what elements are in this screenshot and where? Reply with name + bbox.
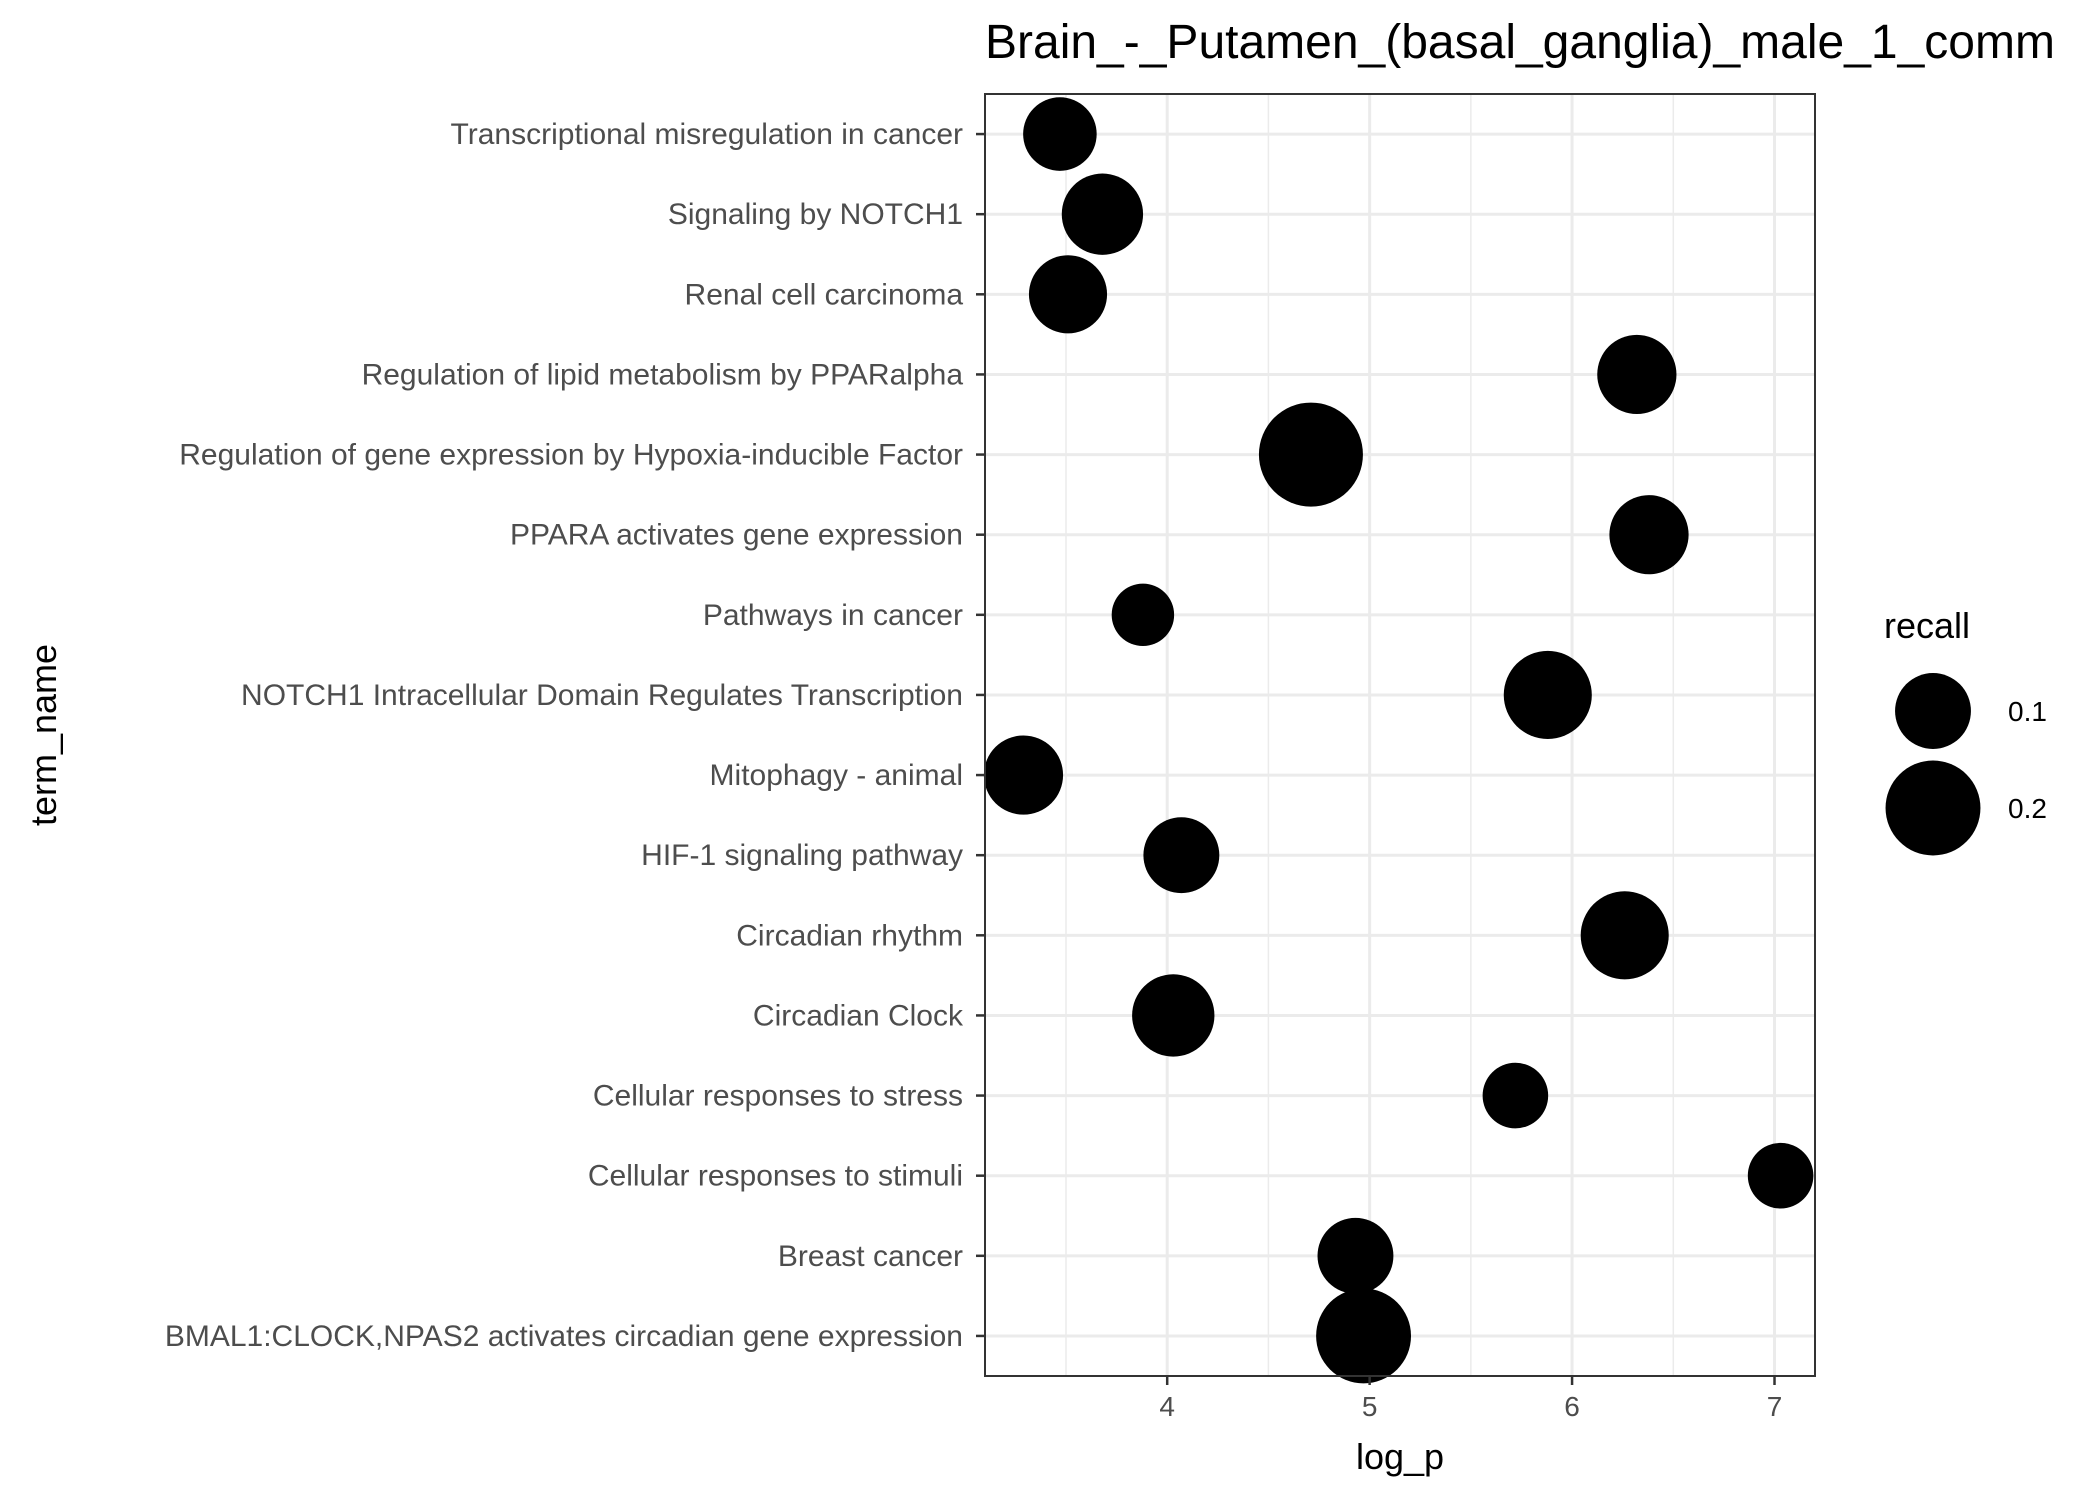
x-axis-title: log_p — [1356, 1436, 1444, 1477]
data-point — [1747, 1142, 1814, 1209]
panel-border — [984, 93, 1816, 1377]
y-tick-label: Regulation of gene expression by Hypoxia… — [179, 439, 963, 472]
data-point — [1317, 1217, 1394, 1294]
y-tick-label: Breast cancer — [778, 1240, 963, 1273]
y-tick-label: Circadian Clock — [753, 999, 964, 1032]
data-point — [1597, 334, 1677, 415]
y-axis-title: term_name — [23, 644, 64, 826]
y-tick-label: Signaling by NOTCH1 — [668, 198, 963, 231]
y-tick-label: Renal cell carcinoma — [685, 278, 964, 311]
y-tick-label: Mitophagy - animal — [710, 759, 963, 792]
y-tick-label: BMAL1:CLOCK,NPAS2 activates circadian ge… — [165, 1320, 963, 1353]
legend-title: recall — [1884, 605, 1970, 646]
x-tick-label: 4 — [1159, 1391, 1175, 1422]
data-point — [1111, 583, 1175, 647]
legend: recall 0.1 0.2 — [1884, 605, 2047, 856]
y-tick-label: HIF-1 signaling pathway — [641, 839, 963, 872]
y-tick-label: NOTCH1 Intracellular Domain Regulates Tr… — [241, 679, 963, 712]
legend-key — [1895, 673, 1971, 749]
data-point — [1503, 650, 1592, 739]
y-tick-label: PPARA activates gene expression — [510, 519, 963, 552]
plot-panel — [985, 94, 1815, 1376]
legend-label: 0.1 — [2008, 696, 2047, 727]
y-tick-label: Regulation of lipid metabolism by PPARal… — [362, 358, 964, 391]
data-point — [1143, 817, 1220, 894]
grid-minor-lines — [1065, 94, 1675, 1376]
data-point — [1316, 1288, 1412, 1384]
data-point — [1132, 974, 1215, 1057]
x-tick-label: 5 — [1362, 1391, 1378, 1422]
data-point — [1061, 173, 1144, 255]
x-tick-label: 6 — [1564, 1391, 1580, 1422]
legend-key — [1885, 760, 1981, 856]
x-tick-label: 7 — [1767, 1391, 1783, 1422]
y-tick-label: Transcriptional misregulation in cancer — [451, 118, 963, 151]
y-tick-label: Cellular responses to stimuli — [588, 1160, 963, 1193]
data-point — [1580, 891, 1669, 980]
y-tick-label: Pathways in cancer — [703, 599, 963, 632]
legend-label: 0.2 — [2008, 793, 2047, 824]
data-point — [1023, 97, 1097, 171]
y-tick-label: Circadian rhythm — [736, 919, 963, 952]
data-point — [1028, 255, 1108, 334]
data-points — [983, 97, 1814, 1384]
data-point — [1258, 402, 1363, 507]
x-axis: 4 5 6 7 — [1159, 1376, 1782, 1422]
data-point — [1609, 495, 1689, 575]
y-tick-label: Cellular responses to stress — [593, 1080, 963, 1113]
y-axis: Transcriptional misregulation in cancer S… — [165, 118, 985, 1353]
data-point — [1482, 1062, 1549, 1129]
chart-title: Brain_-_Putamen_(basal_ganglia)_male_1_c… — [985, 16, 2055, 69]
data-point — [983, 735, 1064, 815]
